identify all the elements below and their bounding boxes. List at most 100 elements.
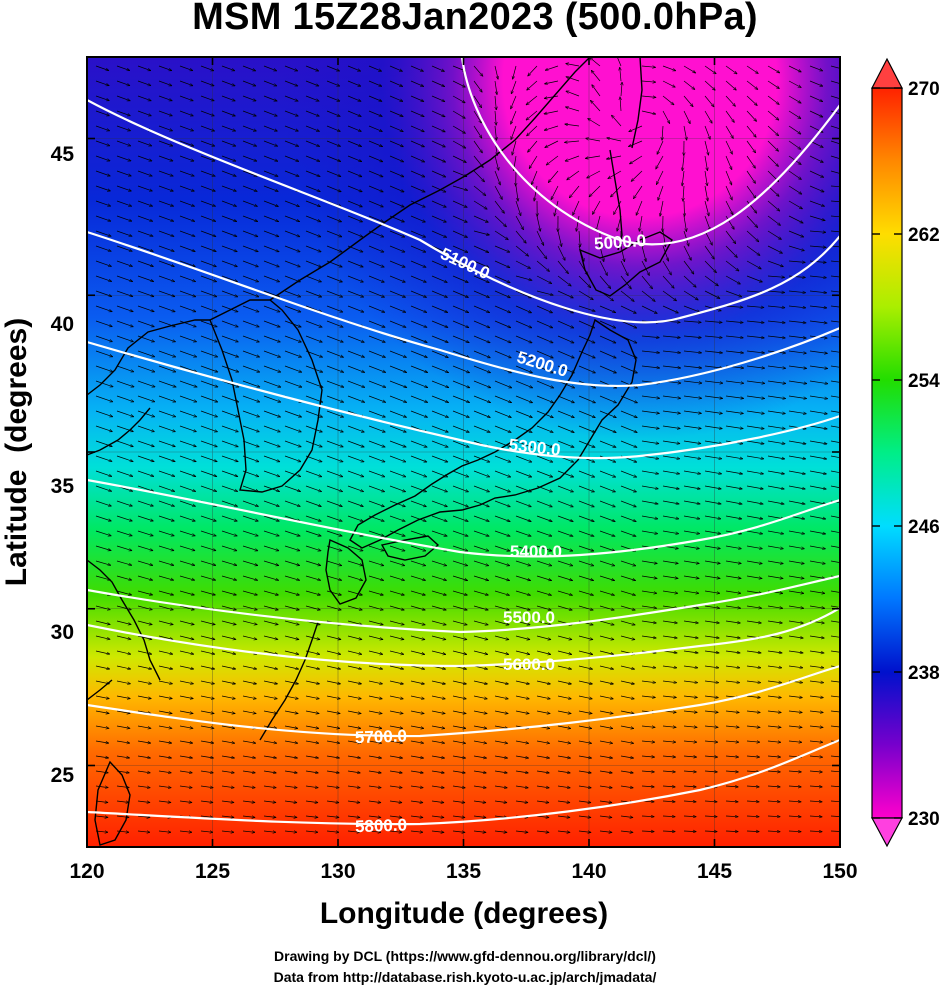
- wind-vector: [389, 65, 402, 71]
- wind-vector: [529, 155, 538, 169]
- wind-vector: [95, 320, 112, 327]
- wind-vector: [368, 335, 385, 342]
- wind-vector: [767, 276, 785, 277]
- credit-data: Data from http://database.rish.kyoto-u.a…: [273, 969, 657, 985]
- wind-vector: [494, 335, 511, 343]
- wind-vector: [95, 245, 111, 251]
- wind-vector: [179, 185, 194, 191]
- wind-vector: [410, 170, 425, 177]
- wind-vector: [368, 245, 384, 252]
- wind-vector: [830, 80, 840, 84]
- wind-vector: [389, 155, 404, 162]
- wind-vector: [242, 365, 260, 372]
- wind-vector: [809, 320, 827, 323]
- wind-vector: [116, 200, 132, 206]
- wind-vector: [704, 350, 723, 353]
- wind-vector: [242, 155, 257, 161]
- wind-vector: [788, 65, 801, 72]
- wind-vector: [494, 65, 498, 79]
- wind-vector: [368, 65, 382, 71]
- wind-vector: [158, 65, 172, 71]
- wind-vector: [242, 260, 258, 267]
- wind-vectors: [95, 57, 840, 833]
- wind-vector: [221, 365, 239, 372]
- wind-vector: [368, 200, 383, 207]
- wind-vector: [495, 110, 496, 125]
- wind-vector: [431, 170, 446, 177]
- wind-vector: [305, 125, 319, 131]
- wind-vector: [179, 365, 197, 372]
- wind-vector: [566, 77, 580, 82]
- wind-vector: [494, 260, 510, 268]
- wind-vector: [683, 321, 701, 322]
- wind-vector: [656, 155, 664, 169]
- wind-vector: [116, 170, 131, 176]
- wind-vector: [410, 305, 427, 312]
- wind-vector: [368, 365, 386, 372]
- map-title: MSM 15Z28Jan2023 (500.0hPa): [192, 0, 758, 38]
- wind-vector: [347, 170, 362, 177]
- wind-vector: [95, 185, 110, 191]
- wind-vector: [431, 230, 447, 237]
- wind-vector: [95, 275, 112, 281]
- wind-vector: [410, 95, 424, 102]
- wind-vector: [554, 200, 559, 216]
- wind-vector: [473, 245, 489, 253]
- wind-vector: [588, 119, 601, 127]
- wind-vector: [389, 365, 407, 373]
- wind-vector: [452, 275, 468, 283]
- wind-vector: [263, 200, 278, 207]
- wind-vector: [830, 95, 840, 100]
- wind-vector: [158, 170, 173, 176]
- colorbar-tick-label: 230: [908, 809, 940, 830]
- wind-vector: [242, 110, 256, 116]
- wind-vector: [767, 125, 779, 136]
- wind-vector: [305, 170, 320, 177]
- wind-vector: [641, 350, 660, 353]
- x-tick-label: 130: [320, 860, 355, 883]
- wind-vector: [389, 320, 406, 327]
- wind-vector: [579, 230, 580, 247]
- wind-vector: [179, 320, 196, 327]
- wind-vector: [662, 290, 677, 301]
- wind-vector: [809, 305, 827, 308]
- wind-vector: [242, 65, 256, 71]
- wind-vector: [200, 290, 217, 297]
- wind-vector: [116, 125, 131, 131]
- wind-vector: [725, 95, 735, 106]
- wind-vector: [612, 115, 622, 127]
- wind-vector: [284, 170, 299, 176]
- wind-vector: [746, 260, 761, 269]
- wind-vector: [567, 170, 580, 180]
- wind-vector: [389, 140, 403, 147]
- wind-vector: [526, 110, 538, 120]
- wind-vector: [242, 320, 259, 327]
- wind-vector: [767, 215, 781, 225]
- wind-vector: [263, 65, 277, 71]
- wind-vector: [221, 80, 235, 86]
- wind-vector: [158, 200, 174, 206]
- wind-vector: [410, 125, 424, 132]
- wind-vector: [830, 155, 840, 160]
- wind-vector: [410, 80, 424, 86]
- wind-vector: [368, 110, 382, 116]
- wind-vector: [305, 230, 321, 237]
- wind-vector: [536, 365, 553, 373]
- wind-vector: [534, 185, 538, 201]
- wind-vector: [221, 305, 238, 312]
- wind-vector: [636, 200, 643, 215]
- x-tick-label: 145: [697, 860, 732, 883]
- wind-vector: [704, 245, 714, 259]
- wind-vector: [305, 215, 321, 222]
- colorbar-tick-label: 262: [908, 225, 940, 246]
- wind-vector: [809, 185, 824, 192]
- wind-vector: [116, 140, 131, 146]
- wind-vector: [242, 305, 259, 312]
- wind-vector: [326, 95, 340, 101]
- wind-vector: [410, 65, 423, 71]
- wind-vector: [830, 125, 840, 130]
- wind-vector: [809, 275, 826, 278]
- wind-vector: [788, 215, 803, 223]
- wind-vector: [809, 110, 823, 117]
